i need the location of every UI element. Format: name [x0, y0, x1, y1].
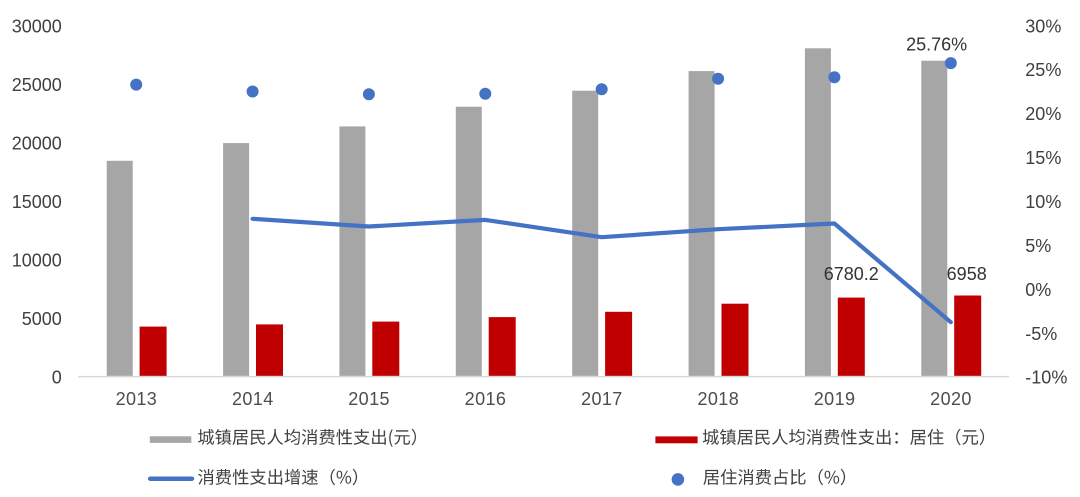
- svg-text:20000: 20000: [12, 133, 62, 153]
- svg-text:25000: 25000: [12, 75, 62, 95]
- svg-text:2020: 2020: [930, 389, 972, 409]
- svg-text:10000: 10000: [12, 251, 62, 271]
- svg-text:30000: 30000: [12, 16, 62, 36]
- svg-text:5000: 5000: [22, 309, 62, 329]
- svg-text:20%: 20%: [1025, 104, 1061, 124]
- svg-text:2018: 2018: [697, 389, 739, 409]
- svg-text:0: 0: [52, 368, 62, 388]
- svg-text:5%: 5%: [1025, 236, 1051, 256]
- svg-text:2013: 2013: [116, 389, 158, 409]
- svg-text:30%: 30%: [1025, 16, 1061, 36]
- svg-text:15%: 15%: [1025, 148, 1061, 168]
- svg-text:25.76%: 25.76%: [906, 34, 967, 54]
- svg-text:25%: 25%: [1025, 60, 1061, 80]
- svg-text:10%: 10%: [1025, 192, 1061, 212]
- svg-text:-5%: -5%: [1025, 324, 1057, 344]
- svg-text:2016: 2016: [465, 389, 507, 409]
- svg-text:2019: 2019: [814, 389, 856, 409]
- svg-text:0%: 0%: [1025, 280, 1051, 300]
- svg-text:2017: 2017: [581, 389, 623, 409]
- svg-text:6958: 6958: [947, 264, 987, 284]
- svg-text:2014: 2014: [232, 389, 274, 409]
- svg-text:2015: 2015: [348, 389, 390, 409]
- svg-text:6780.2: 6780.2: [824, 264, 879, 284]
- svg-text:-10%: -10%: [1025, 368, 1067, 388]
- svg-text:15000: 15000: [12, 192, 62, 212]
